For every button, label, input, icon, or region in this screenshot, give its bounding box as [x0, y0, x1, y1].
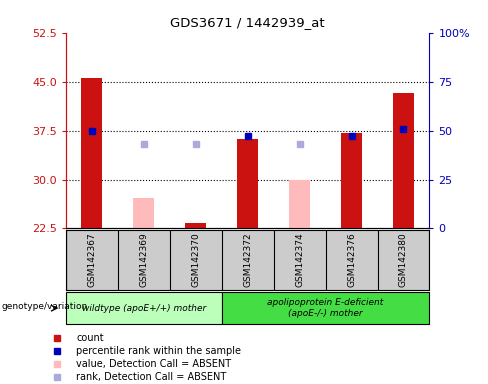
Text: wildtype (apoE+/+) mother: wildtype (apoE+/+) mother	[81, 304, 206, 313]
Text: percentile rank within the sample: percentile rank within the sample	[77, 346, 242, 356]
Bar	[393, 93, 414, 228]
Text: GSM142370: GSM142370	[191, 232, 200, 287]
Text: GSM142367: GSM142367	[87, 232, 96, 287]
Text: GSM142369: GSM142369	[139, 232, 148, 287]
Bar	[289, 180, 310, 228]
Bar	[133, 198, 154, 228]
Bar	[237, 139, 258, 228]
Bar	[185, 223, 206, 228]
Text: GSM142380: GSM142380	[399, 232, 408, 287]
Text: rank, Detection Call = ABSENT: rank, Detection Call = ABSENT	[77, 372, 226, 382]
Text: apolipoprotein E-deficient
(apoE-/-) mother: apolipoprotein E-deficient (apoE-/-) mot…	[267, 298, 384, 318]
Title: GDS3671 / 1442939_at: GDS3671 / 1442939_at	[170, 16, 325, 29]
Text: genotype/variation: genotype/variation	[2, 302, 88, 311]
Bar	[341, 132, 362, 228]
Bar	[222, 292, 429, 324]
Text: count: count	[77, 333, 104, 343]
Bar	[81, 78, 102, 228]
Text: value, Detection Call = ABSENT: value, Detection Call = ABSENT	[77, 359, 231, 369]
Text: GSM142376: GSM142376	[347, 232, 356, 287]
Text: GSM142374: GSM142374	[295, 232, 304, 287]
Text: GSM142372: GSM142372	[243, 232, 252, 287]
Bar	[66, 292, 222, 324]
